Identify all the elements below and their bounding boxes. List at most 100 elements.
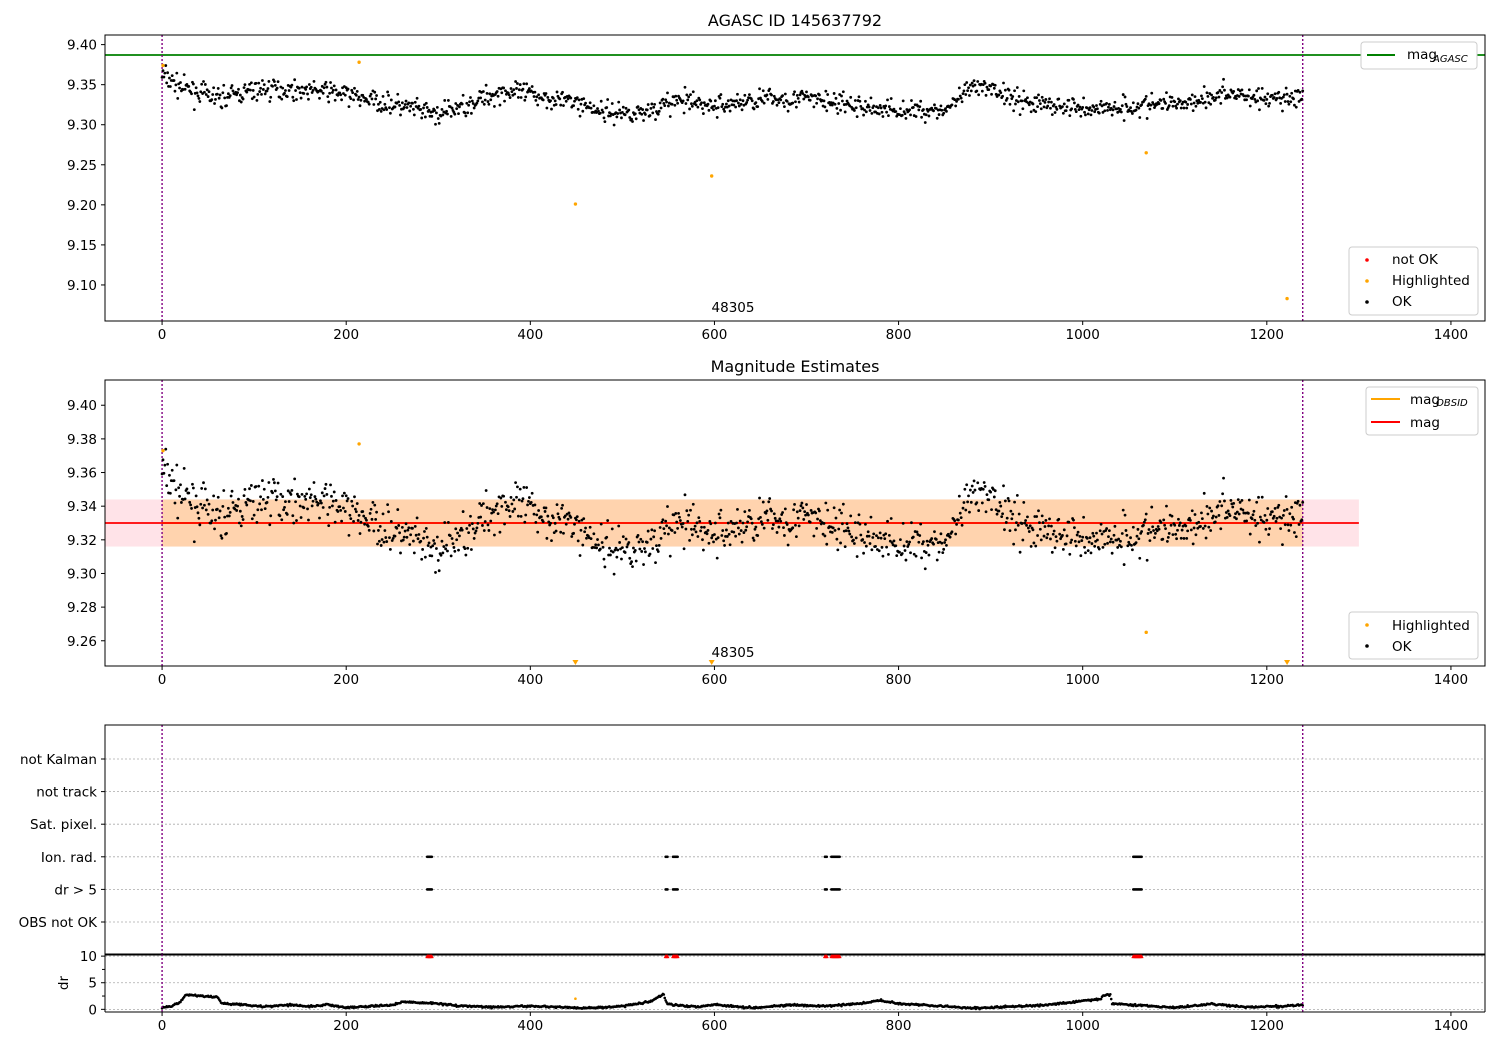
agasc-ok-point-638 — [748, 93, 751, 97]
agasc-ok-point-38 — [195, 91, 199, 95]
agasc-ok-point-955 — [1039, 107, 1043, 111]
magest-ok-point-567 — [682, 547, 686, 551]
agasc-ok-point-323 — [458, 105, 461, 109]
magest-ok-point-81 — [235, 509, 239, 512]
magest-ok-point-1186 — [1252, 509, 1256, 513]
magest-ok-point-507 — [627, 541, 631, 544]
magest-ok-point-769 — [868, 542, 872, 545]
agasc-ok-point-97 — [249, 81, 253, 85]
agasc-ok-point-162 — [309, 85, 313, 89]
magest-ok-point-1225 — [1288, 512, 1292, 516]
magest-ok-point-893 — [982, 481, 986, 484]
magest-ok-point-520 — [639, 537, 643, 541]
agasc-ok-point-942 — [1027, 103, 1031, 107]
agasc-ok-point-630 — [740, 108, 744, 112]
magest-ok-point-795 — [892, 539, 896, 543]
agasc-ok-point-387 — [516, 96, 520, 99]
agasc-ok-point-647 — [756, 105, 760, 109]
agasc-ok-point-788 — [886, 98, 889, 102]
magest-ok-point-377 — [507, 509, 511, 513]
agasc-ok-point-315 — [450, 106, 454, 110]
agasc-ok-point-567 — [682, 111, 686, 115]
agasc-ok-point-242 — [383, 102, 387, 106]
magest-ok-point-649 — [758, 496, 761, 500]
magest-ok-point-458 — [582, 517, 586, 520]
magest-ok-point-1203 — [1268, 527, 1271, 531]
magest-ok-point-742 — [843, 545, 847, 549]
agasc-ok-point-1114 — [1186, 103, 1190, 106]
magest-ok-point-536 — [654, 561, 657, 565]
magest-ok-point-1005 — [1085, 536, 1089, 540]
magest-ok-point-715 — [818, 519, 822, 522]
magest-ok-point-14 — [173, 501, 177, 505]
agasc-ok-point-115 — [266, 87, 270, 90]
magest-ok-point-315 — [450, 537, 454, 540]
agasc-ok-point-388 — [517, 88, 521, 92]
agasc-ok-point-176 — [322, 86, 326, 90]
magest-ok-point-1089 — [1163, 523, 1167, 527]
magest-ok-point-215 — [358, 532, 362, 535]
agasc-ok-point-1122 — [1193, 95, 1197, 99]
magest-ok-point-1033 — [1111, 540, 1115, 544]
agasc-ok-point-1151 — [1220, 91, 1224, 94]
agasc-ok-point-474 — [597, 109, 600, 113]
magest-ok-point-318 — [453, 549, 457, 553]
agasc-ok-point-1221 — [1284, 86, 1288, 90]
magest-ok-point-1074 — [1149, 530, 1153, 534]
magest-ok-point-76 — [230, 489, 234, 493]
magest-ok-point-300 — [436, 559, 440, 562]
magest-ok-point-394 — [523, 520, 527, 524]
dr-point-546 — [663, 996, 667, 1000]
magest-ok-point-92 — [245, 503, 249, 507]
agasc-ok-point-944 — [1029, 110, 1033, 114]
magest-ok-point-1157 — [1225, 516, 1229, 519]
magest-ok-point-779 — [877, 549, 881, 553]
magest-ok-point-764 — [864, 522, 867, 526]
magest-ok-point-89 — [242, 494, 246, 498]
agasc-ok-point-1 — [161, 69, 165, 73]
magest-ok-point-429 — [555, 503, 559, 507]
magest-ok-point-530 — [648, 552, 652, 556]
agasc-ok-point-823 — [918, 105, 922, 109]
magest-ok-point-1171 — [1238, 500, 1242, 504]
magest-ok-point-952 — [1037, 509, 1040, 513]
agasc-ok-point-690 — [795, 93, 799, 97]
magest-ok-point-522 — [641, 540, 645, 544]
agasc-ok-point-277 — [415, 96, 419, 100]
agasc-ok-point-1208 — [1272, 96, 1276, 99]
magest-ok-point-626 — [736, 526, 740, 530]
magest-ok-point-572 — [687, 513, 691, 517]
magest-ok-point-108 — [260, 508, 263, 512]
magest-ok-point-414 — [541, 520, 545, 524]
magest-ytick-label-0: 9.26 — [67, 634, 97, 650]
agasc-ok-point-764 — [864, 99, 867, 103]
magest-ok-point-79 — [233, 507, 237, 511]
magest-ok-point-576 — [690, 533, 694, 537]
magest-ok-point-1026 — [1105, 527, 1109, 530]
magest-ok-point-674 — [781, 511, 784, 514]
magest-ok-point-493 — [614, 546, 618, 550]
agasc-ok-point-686 — [792, 92, 796, 96]
magest-ok-point-257 — [397, 524, 401, 527]
agasc-ok-point-964 — [1048, 97, 1051, 101]
magest-ok-point-983 — [1065, 534, 1069, 538]
magest-ok-point-816 — [911, 535, 915, 539]
magest-ok-point-35 — [192, 540, 196, 544]
magest-ok-point-1092 — [1165, 540, 1169, 543]
magest-ok-point-524 — [643, 547, 646, 550]
magest-ok-point-797 — [894, 544, 898, 548]
agasc-ok-point-66 — [221, 91, 225, 95]
magest-ok-point-173 — [319, 501, 323, 505]
agasc-ok-point-264 — [403, 103, 407, 106]
magest-ok-point-82 — [236, 504, 239, 508]
magest-ok-point-1028 — [1107, 535, 1110, 539]
agasc-ok-point-680 — [786, 109, 790, 113]
magest-ok-point-527 — [645, 540, 649, 544]
agasc-ok-point-1090 — [1164, 101, 1167, 105]
agasc-ok-point-326 — [460, 102, 464, 106]
agasc-ok-point-960 — [1044, 98, 1048, 101]
magest-ok-point-849 — [942, 547, 946, 551]
magest-ok-point-189 — [334, 499, 338, 502]
magest-ok-point-653 — [761, 500, 765, 504]
agasc-ok-point-236 — [377, 107, 381, 111]
